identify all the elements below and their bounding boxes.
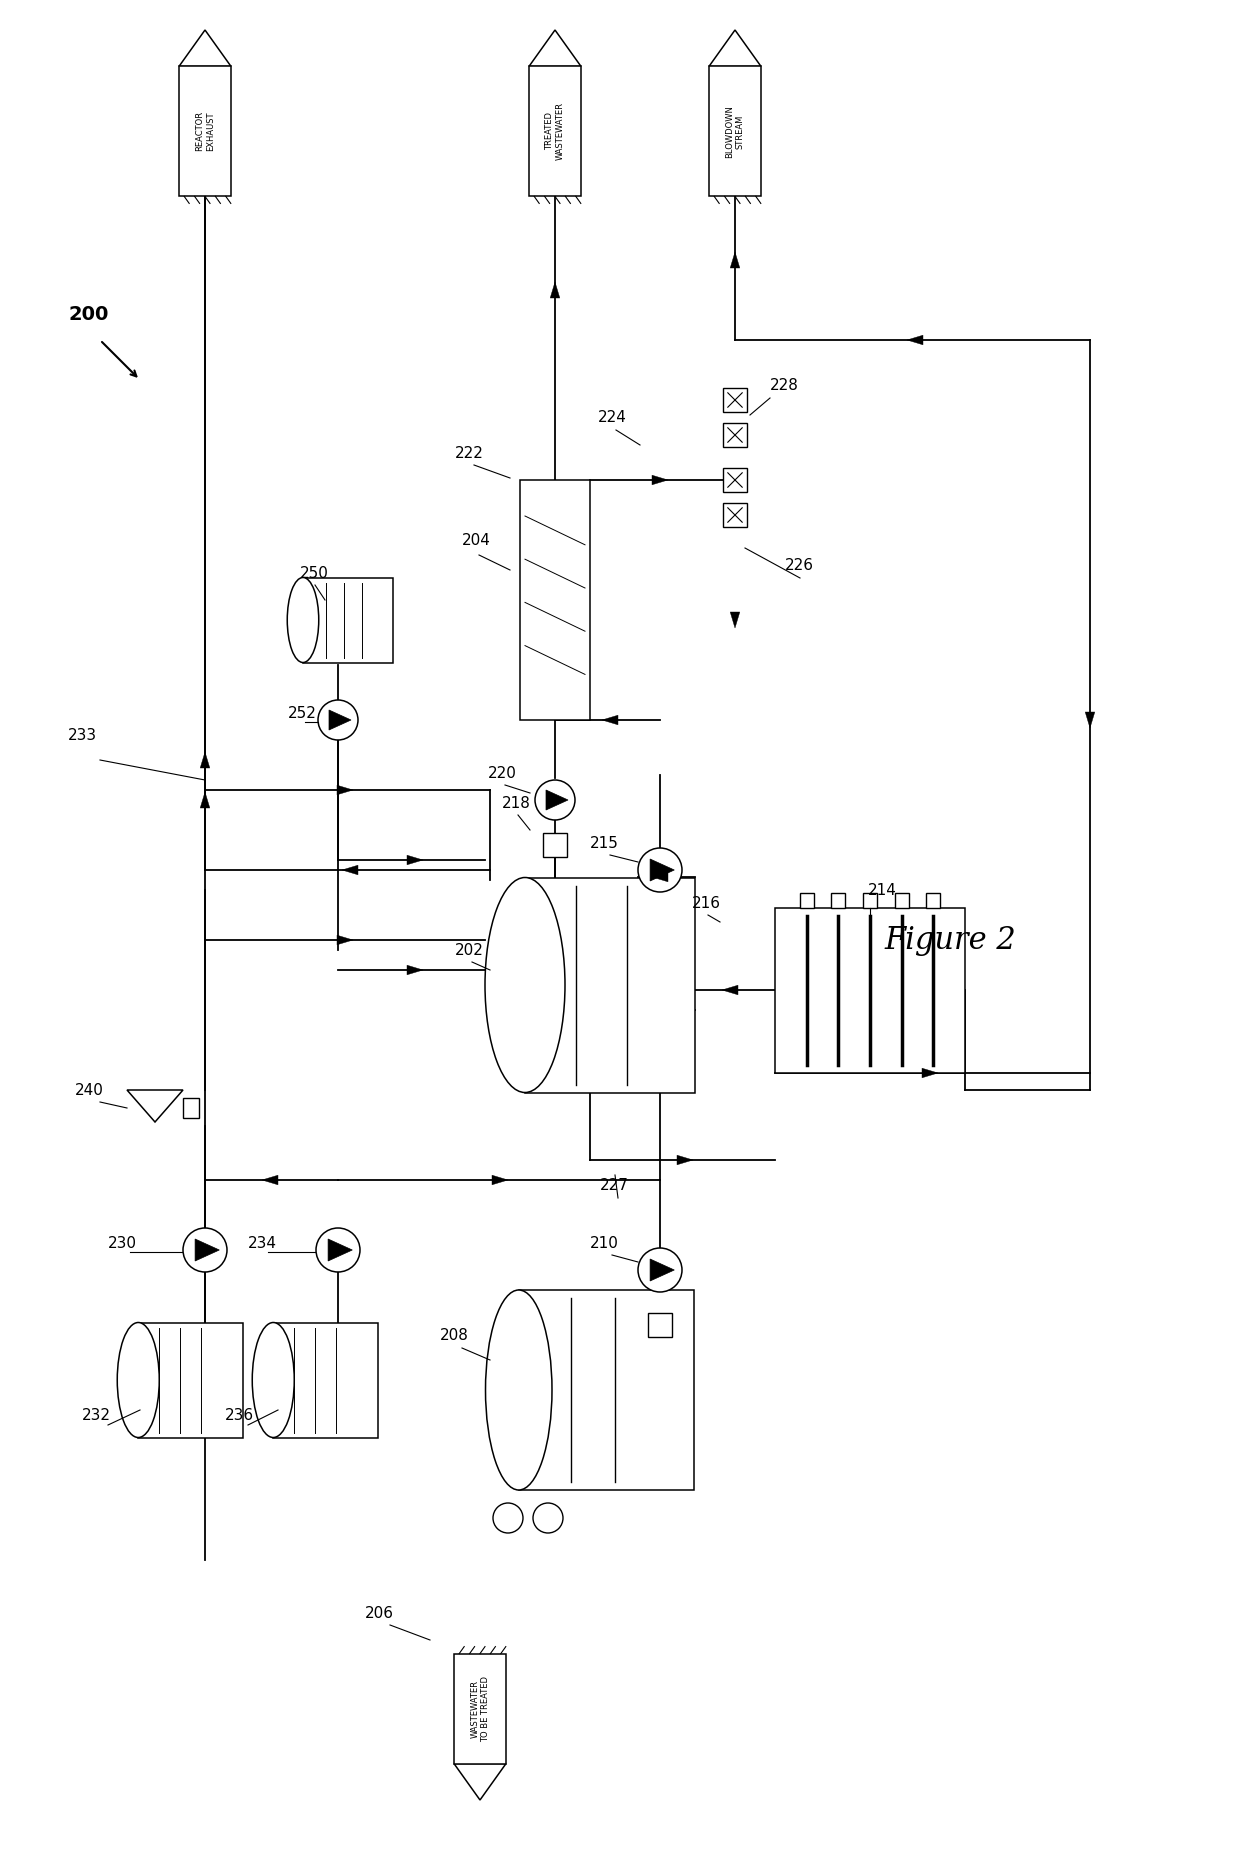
Bar	[895, 892, 909, 907]
Polygon shape	[407, 965, 423, 974]
Bar	[543, 833, 567, 857]
Text: 215: 215	[590, 837, 619, 851]
Polygon shape	[337, 784, 353, 796]
Text: WASTEWATER
TO BE TREATED: WASTEWATER TO BE TREATED	[470, 1675, 490, 1742]
Polygon shape	[337, 935, 353, 944]
Bar	[723, 389, 746, 413]
Bar	[831, 892, 846, 907]
Polygon shape	[722, 985, 738, 995]
Bar	[775, 907, 965, 1073]
Text: 226: 226	[785, 558, 813, 573]
Text: 206: 206	[365, 1606, 394, 1621]
Polygon shape	[195, 1238, 219, 1260]
Text: 232: 232	[82, 1407, 112, 1422]
Circle shape	[639, 1247, 682, 1292]
Polygon shape	[709, 30, 761, 67]
Polygon shape	[652, 476, 668, 485]
Circle shape	[317, 701, 358, 740]
Text: 214: 214	[868, 883, 897, 898]
Circle shape	[534, 781, 575, 820]
Bar	[723, 424, 746, 446]
Circle shape	[639, 848, 682, 892]
Ellipse shape	[252, 1322, 294, 1437]
Text: 234: 234	[248, 1236, 277, 1251]
Polygon shape	[906, 335, 923, 344]
Text: 202: 202	[455, 943, 484, 957]
Text: 204: 204	[463, 534, 491, 548]
Bar	[926, 892, 940, 907]
Circle shape	[533, 1502, 563, 1534]
Polygon shape	[200, 753, 210, 768]
Circle shape	[494, 1502, 523, 1534]
Bar	[518, 1290, 693, 1491]
Text: 240: 240	[74, 1084, 104, 1099]
Polygon shape	[329, 1238, 352, 1260]
Ellipse shape	[118, 1322, 159, 1437]
Bar	[303, 578, 393, 662]
Polygon shape	[677, 1154, 693, 1166]
Text: 218: 218	[502, 796, 531, 811]
Bar	[529, 67, 582, 197]
Bar	[454, 1655, 506, 1764]
Text: 222: 222	[455, 446, 484, 461]
Bar	[525, 877, 694, 1093]
Polygon shape	[652, 872, 668, 881]
Polygon shape	[730, 612, 740, 628]
Text: TREATED
WASTEWATER: TREATED WASTEWATER	[546, 102, 564, 160]
Text: Figure 2: Figure 2	[884, 924, 1016, 956]
Text: 216: 216	[692, 896, 720, 911]
Polygon shape	[546, 790, 568, 811]
Bar	[800, 892, 813, 907]
Polygon shape	[1085, 712, 1095, 729]
Bar	[179, 67, 231, 197]
Circle shape	[316, 1229, 360, 1272]
Polygon shape	[179, 30, 231, 67]
Text: 250: 250	[300, 565, 329, 582]
Text: 224: 224	[598, 411, 627, 426]
Bar	[863, 892, 877, 907]
Text: 233: 233	[68, 729, 97, 744]
Ellipse shape	[486, 1290, 552, 1491]
Bar	[273, 1322, 378, 1437]
Text: 220: 220	[489, 766, 517, 781]
Polygon shape	[454, 1764, 506, 1800]
Polygon shape	[551, 283, 559, 297]
Text: 228: 228	[770, 377, 799, 392]
Text: 208: 208	[440, 1327, 469, 1342]
Text: 236: 236	[224, 1407, 254, 1422]
Text: 230: 230	[108, 1236, 136, 1251]
Text: BLOWDOWN
STREAM: BLOWDOWN STREAM	[725, 104, 745, 158]
Polygon shape	[492, 1175, 508, 1184]
Text: 252: 252	[288, 706, 317, 721]
Bar	[709, 67, 761, 197]
Polygon shape	[200, 792, 210, 809]
Bar	[138, 1322, 243, 1437]
Bar	[723, 468, 746, 493]
Text: 227: 227	[600, 1179, 629, 1193]
Polygon shape	[342, 864, 358, 876]
Text: REACTOR
EXHAUST: REACTOR EXHAUST	[196, 112, 215, 151]
Bar	[723, 504, 746, 526]
Polygon shape	[529, 30, 582, 67]
Bar	[649, 1312, 672, 1337]
Text: 210: 210	[590, 1236, 619, 1251]
Ellipse shape	[288, 578, 319, 662]
Polygon shape	[262, 1175, 278, 1184]
Polygon shape	[329, 710, 351, 731]
Polygon shape	[923, 1069, 937, 1078]
Polygon shape	[407, 855, 423, 864]
Circle shape	[184, 1229, 227, 1272]
Bar	[520, 480, 590, 719]
Polygon shape	[126, 1089, 184, 1123]
Polygon shape	[730, 253, 740, 268]
Ellipse shape	[485, 877, 565, 1093]
Bar	[184, 1099, 198, 1117]
Polygon shape	[650, 1259, 675, 1281]
Polygon shape	[650, 859, 675, 881]
Polygon shape	[601, 716, 618, 725]
Text: 200: 200	[68, 305, 108, 323]
